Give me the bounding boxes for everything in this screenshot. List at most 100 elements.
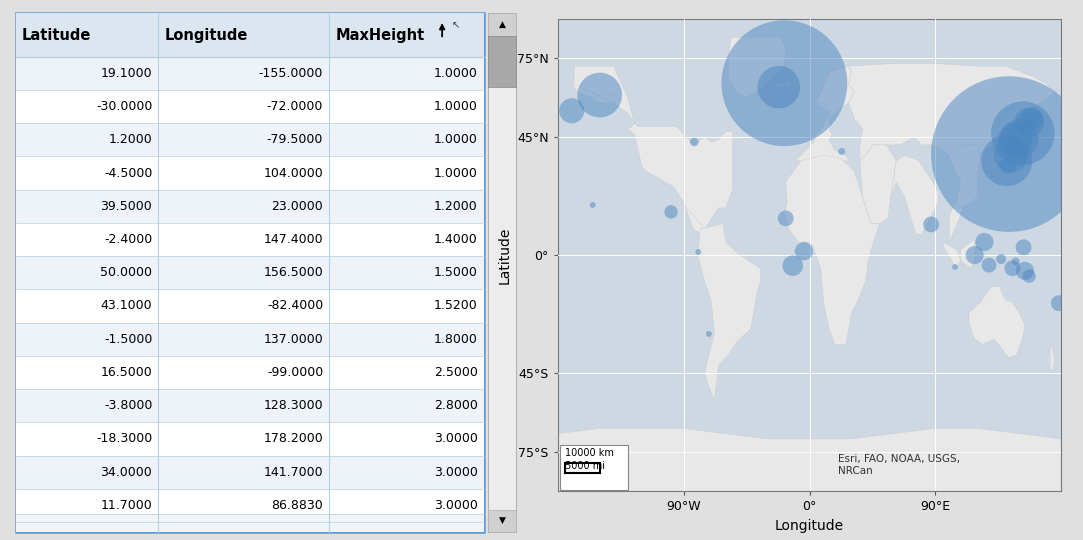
Point bbox=[795, 247, 812, 255]
Text: 1.0000: 1.0000 bbox=[434, 67, 478, 80]
Bar bbox=[488, 36, 517, 87]
Point bbox=[833, 147, 850, 156]
Bar bbox=[15, 157, 484, 190]
Polygon shape bbox=[860, 145, 897, 224]
Polygon shape bbox=[784, 156, 879, 345]
Point bbox=[1003, 151, 1020, 160]
Text: 19.1000: 19.1000 bbox=[101, 67, 153, 80]
Polygon shape bbox=[817, 66, 854, 113]
Bar bbox=[15, 90, 484, 123]
Bar bbox=[488, 510, 517, 532]
Text: 39.5000: 39.5000 bbox=[101, 200, 153, 213]
X-axis label: Longitude: Longitude bbox=[775, 519, 844, 533]
Text: 156.5000: 156.5000 bbox=[263, 266, 323, 279]
Text: 1.5200: 1.5200 bbox=[434, 300, 478, 313]
Point bbox=[700, 329, 717, 338]
Polygon shape bbox=[969, 287, 1025, 357]
Text: 1.0000: 1.0000 bbox=[434, 166, 478, 179]
Point bbox=[1023, 114, 1041, 123]
Point bbox=[690, 248, 707, 256]
Text: 2.5000: 2.5000 bbox=[434, 366, 478, 379]
Text: 3.0000: 3.0000 bbox=[434, 499, 478, 512]
Point bbox=[1020, 272, 1038, 280]
Bar bbox=[15, 322, 484, 356]
Text: 1.2000: 1.2000 bbox=[434, 200, 478, 213]
Text: 43.1000: 43.1000 bbox=[101, 300, 153, 313]
Polygon shape bbox=[961, 239, 975, 268]
Point bbox=[1015, 243, 1032, 252]
Point bbox=[980, 261, 997, 269]
Text: 1.8000: 1.8000 bbox=[434, 333, 478, 346]
Text: -155.0000: -155.0000 bbox=[259, 67, 323, 80]
Text: 11.7000: 11.7000 bbox=[101, 499, 153, 512]
Bar bbox=[15, 422, 484, 456]
Point bbox=[775, 79, 793, 87]
Text: -72.0000: -72.0000 bbox=[266, 100, 323, 113]
Point bbox=[1051, 299, 1068, 307]
Text: -2.4000: -2.4000 bbox=[104, 233, 153, 246]
Text: 10000 km: 10000 km bbox=[564, 448, 614, 458]
Text: -4.5000: -4.5000 bbox=[104, 166, 153, 179]
Point bbox=[1000, 161, 1017, 170]
Bar bbox=[15, 57, 484, 90]
Text: -3.8000: -3.8000 bbox=[104, 399, 153, 412]
Polygon shape bbox=[1051, 345, 1055, 370]
Text: 16.5000: 16.5000 bbox=[101, 366, 153, 379]
Text: -18.3000: -18.3000 bbox=[96, 433, 153, 446]
Polygon shape bbox=[697, 224, 760, 400]
Point bbox=[1010, 134, 1028, 143]
Point bbox=[992, 255, 1009, 264]
Point bbox=[976, 238, 993, 246]
Polygon shape bbox=[950, 145, 980, 242]
Text: ▲: ▲ bbox=[498, 20, 506, 29]
Bar bbox=[488, 14, 517, 36]
Text: 104.0000: 104.0000 bbox=[263, 166, 323, 179]
Polygon shape bbox=[729, 37, 786, 98]
Point bbox=[1006, 136, 1023, 144]
Polygon shape bbox=[943, 242, 961, 268]
Text: 86.8830: 86.8830 bbox=[272, 499, 323, 512]
Polygon shape bbox=[572, 85, 621, 103]
Point bbox=[663, 207, 680, 216]
Text: ▼: ▼ bbox=[498, 516, 506, 525]
Text: MaxHeight: MaxHeight bbox=[336, 28, 425, 43]
Point bbox=[1014, 129, 1031, 137]
Text: 1.2000: 1.2000 bbox=[108, 133, 153, 146]
Bar bbox=[15, 514, 484, 532]
Polygon shape bbox=[558, 428, 1061, 491]
Text: Esri, FAO, NOAA, USGS,
NRCan: Esri, FAO, NOAA, USGS, NRCan bbox=[837, 454, 960, 476]
Polygon shape bbox=[796, 66, 854, 160]
Text: Latitude: Latitude bbox=[22, 28, 91, 43]
Polygon shape bbox=[950, 202, 964, 242]
Text: -82.4000: -82.4000 bbox=[266, 300, 323, 313]
Text: Longitude: Longitude bbox=[165, 28, 248, 43]
Polygon shape bbox=[890, 156, 938, 234]
Polygon shape bbox=[991, 140, 1008, 171]
Text: 1.4000: 1.4000 bbox=[434, 233, 478, 246]
Bar bbox=[488, 14, 517, 532]
Text: 147.4000: 147.4000 bbox=[263, 233, 323, 246]
Polygon shape bbox=[775, 82, 792, 87]
Bar bbox=[15, 256, 484, 289]
Text: 5000 mi: 5000 mi bbox=[564, 461, 604, 471]
Bar bbox=[15, 289, 484, 322]
Point bbox=[999, 156, 1016, 165]
FancyBboxPatch shape bbox=[560, 446, 628, 490]
Point bbox=[1004, 264, 1021, 273]
Bar bbox=[15, 190, 484, 223]
Text: -79.5000: -79.5000 bbox=[266, 133, 323, 146]
Point bbox=[584, 201, 601, 210]
Text: 178.2000: 178.2000 bbox=[263, 433, 323, 446]
Bar bbox=[15, 223, 484, 256]
Point bbox=[1001, 150, 1018, 158]
Bar bbox=[15, 489, 484, 522]
Point bbox=[947, 262, 964, 271]
Text: 128.3000: 128.3000 bbox=[263, 399, 323, 412]
Bar bbox=[15, 14, 484, 57]
Text: 1.0000: 1.0000 bbox=[434, 133, 478, 146]
Y-axis label: Latitude: Latitude bbox=[497, 226, 511, 284]
Text: 3.0000: 3.0000 bbox=[434, 433, 478, 446]
Polygon shape bbox=[575, 66, 732, 234]
Point bbox=[770, 83, 787, 91]
Text: -99.0000: -99.0000 bbox=[266, 366, 323, 379]
